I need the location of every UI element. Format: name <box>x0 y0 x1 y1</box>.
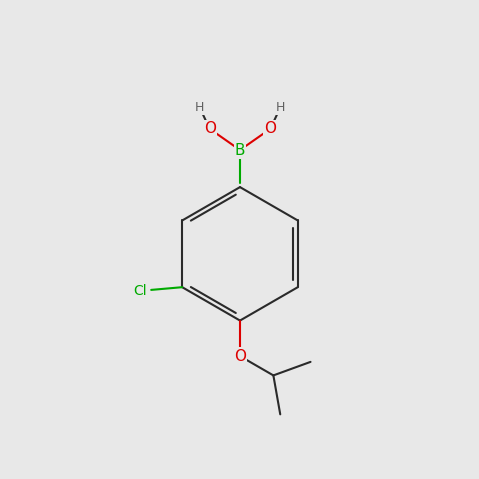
Text: B: B <box>235 143 245 158</box>
Text: O: O <box>264 121 276 137</box>
Text: O: O <box>234 349 246 364</box>
Text: O: O <box>204 121 216 137</box>
Text: H: H <box>195 101 205 114</box>
Text: Cl: Cl <box>134 284 147 298</box>
Text: H: H <box>276 101 285 114</box>
